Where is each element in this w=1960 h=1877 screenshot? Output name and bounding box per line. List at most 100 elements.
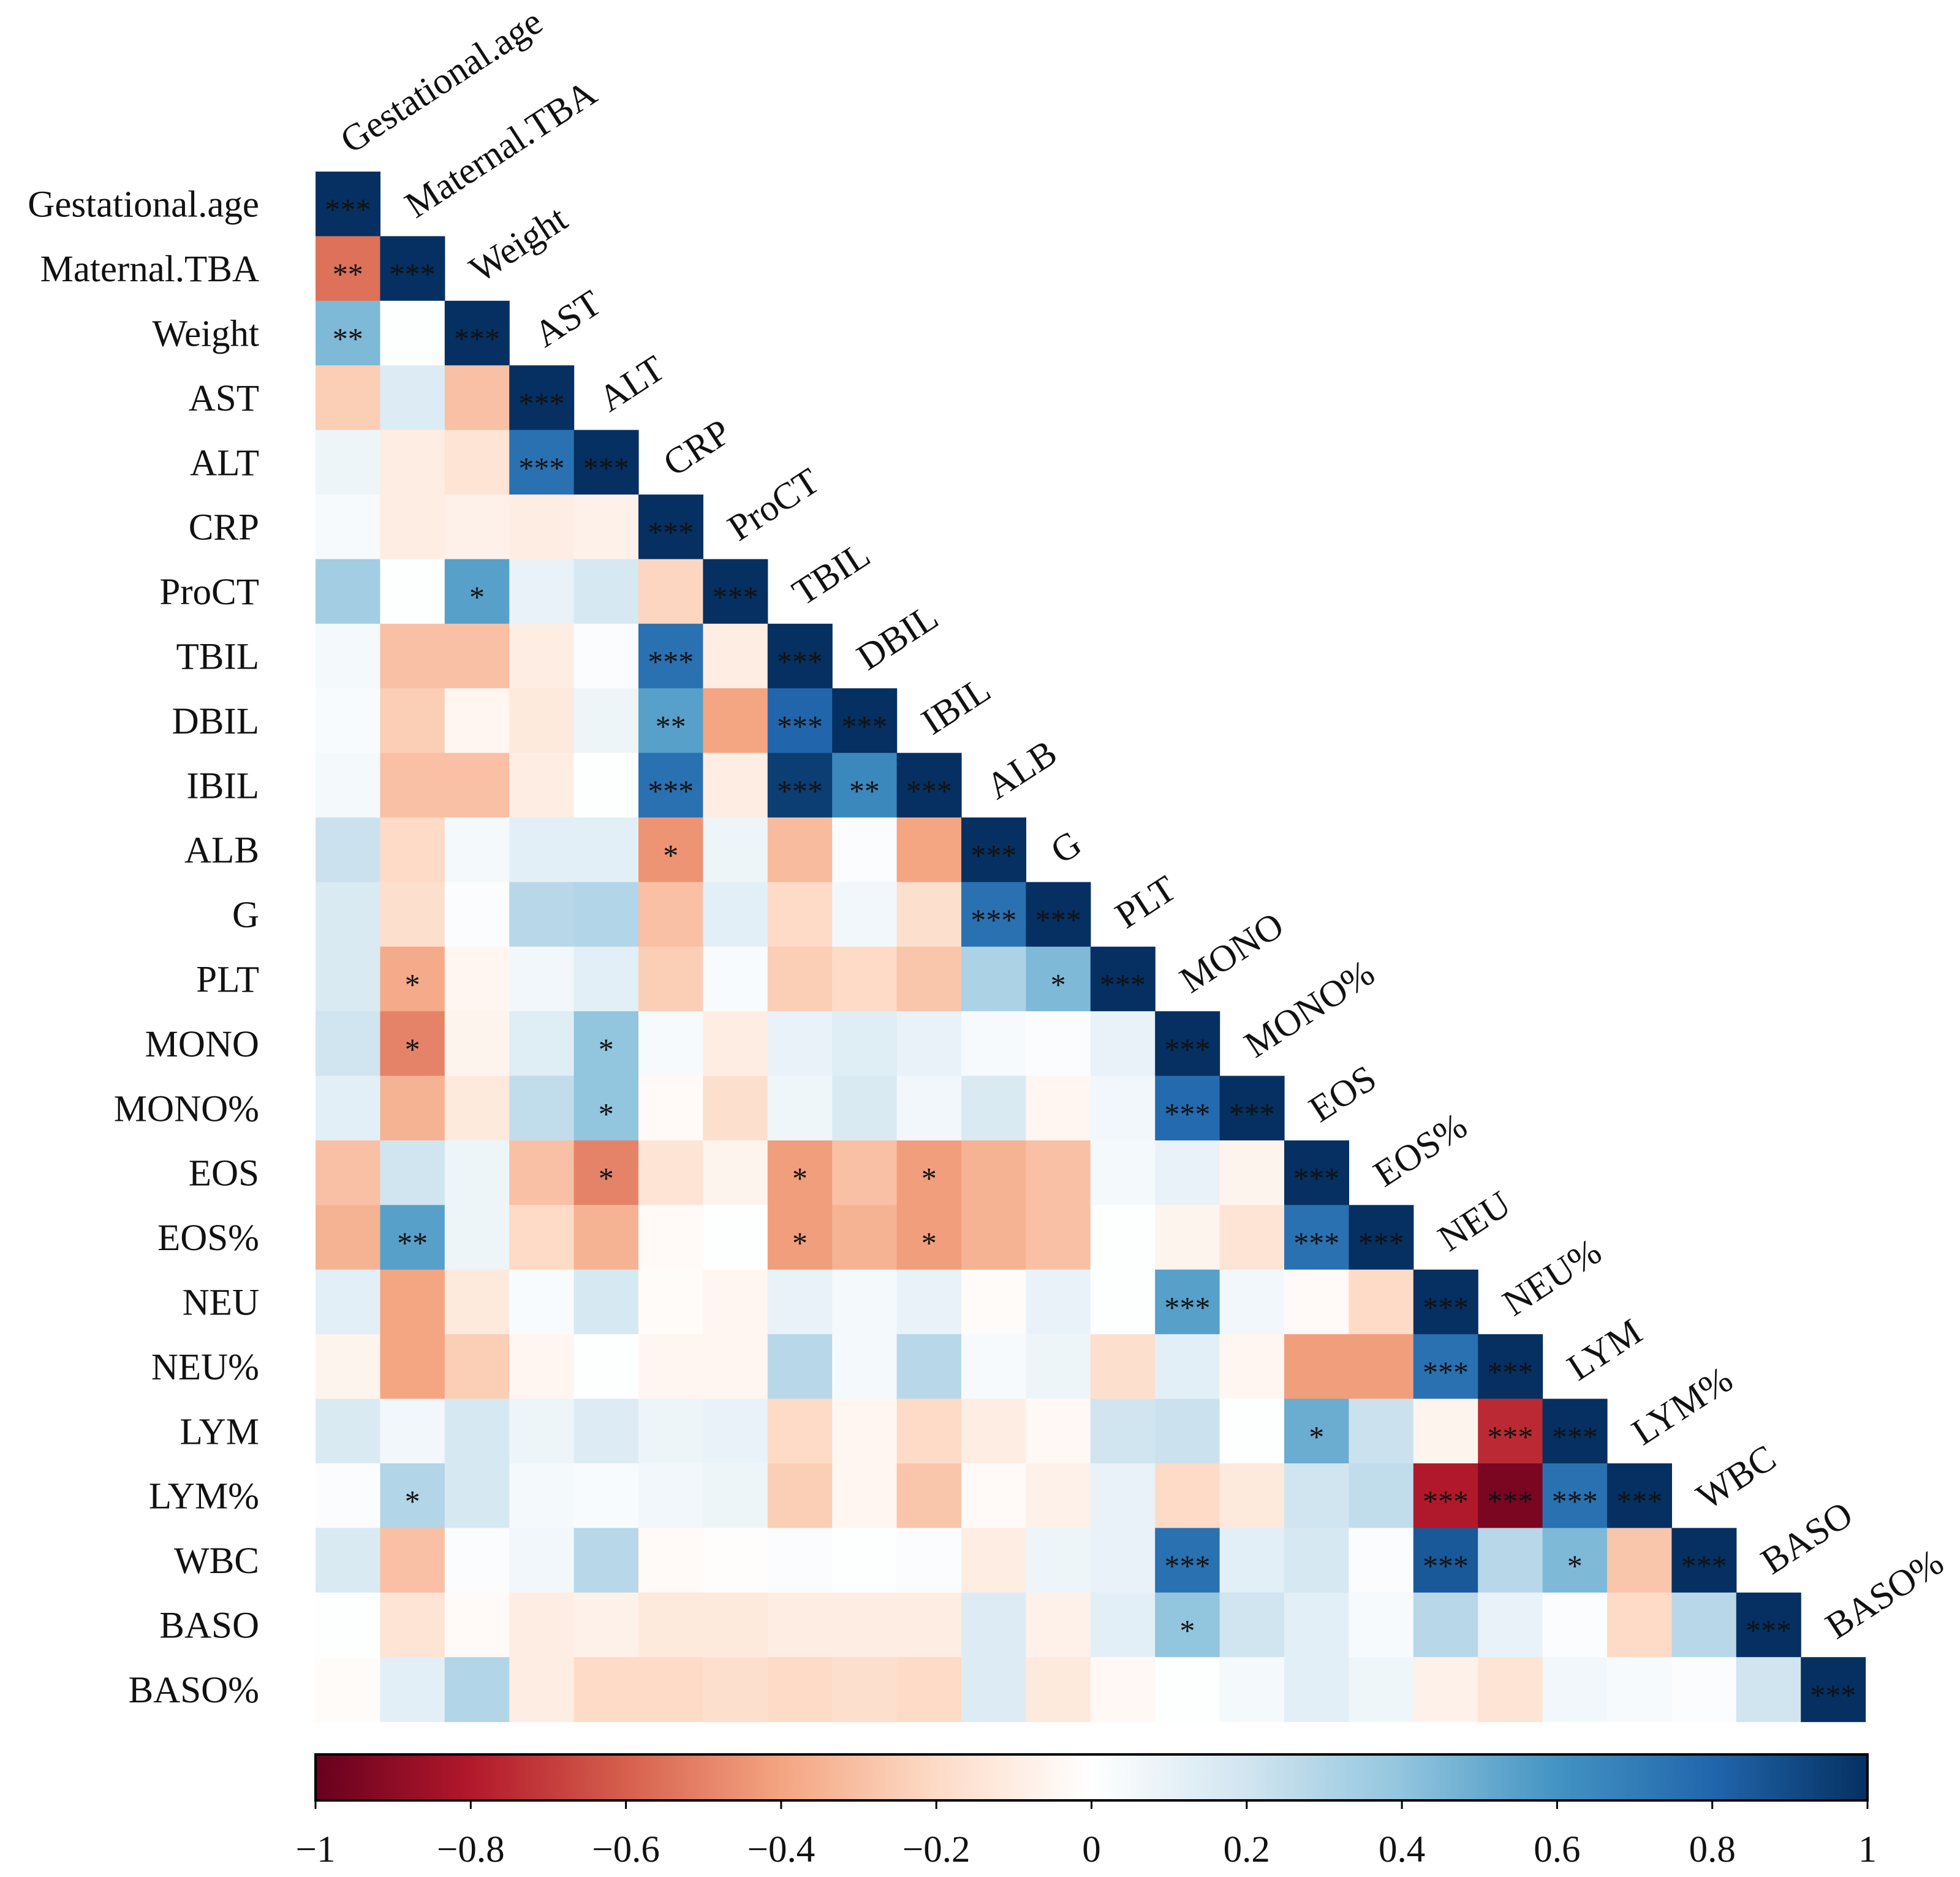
column-label-dbil: DBIL [850, 596, 945, 678]
cell-proct-gestational-age [316, 559, 380, 624]
cell-lym-pct-mono-pct [1219, 1463, 1285, 1528]
row-label-plt: PLT [196, 960, 259, 1001]
cell-eos-pct-crp [638, 1205, 703, 1270]
cell-lym-pct-g [1026, 1463, 1091, 1528]
cell-plt-ast [509, 946, 575, 1012]
cell-eos-pct-mono [1155, 1205, 1220, 1270]
cell-alb-alb [961, 817, 1026, 882]
cell-alb-ast [509, 817, 575, 882]
cell-mono-g [1026, 1011, 1091, 1077]
cell-neu-pct-mono [1155, 1334, 1220, 1400]
cell-alb-ibil [896, 817, 962, 882]
cell-maternal-tba-gestational-age [316, 236, 380, 301]
cell-weight-maternal-tba [380, 300, 445, 366]
column-label-wbc: WBC [1690, 1437, 1784, 1518]
cell-plt-alt [573, 946, 639, 1012]
cell-mono-crp [638, 1011, 703, 1077]
cell-wbc-eos [1284, 1528, 1349, 1593]
cell-mono-ibil [896, 1011, 962, 1077]
cell-crp-maternal-tba [380, 495, 445, 559]
cell-tbil-alt [573, 623, 639, 689]
cell-eos-mono-pct [1219, 1140, 1285, 1205]
cell-ast-weight [444, 365, 510, 431]
significance-plt-plt: *** [1100, 968, 1146, 1002]
cell-mono-pct-mono-pct [1219, 1075, 1285, 1141]
cell-ibil-ast [509, 753, 575, 818]
significance-wbc-wbc: *** [1681, 1549, 1727, 1583]
cell-neu-pct-crp [638, 1334, 703, 1400]
row-label-neu: NEU [183, 1283, 259, 1324]
significance-alt-ast: *** [518, 450, 564, 485]
significance-mono-mono: *** [1164, 1032, 1210, 1066]
significance-gestational-age-gestational-age: *** [325, 192, 371, 227]
cell-ibil-crp [638, 753, 703, 818]
column-label-alt: ALT [592, 348, 672, 420]
significance-neu-mono: *** [1164, 1291, 1210, 1325]
cell-alb-maternal-tba [380, 817, 445, 882]
cell-mono-pct-gestational-age [316, 1075, 380, 1141]
cell-dbil-tbil [767, 688, 833, 754]
cell-plt-dbil [832, 946, 898, 1012]
cell-baso-pct-neu [1413, 1657, 1478, 1723]
cell-neu-pct-dbil [832, 1334, 898, 1400]
significance-mono-pct-alt: * [599, 1096, 614, 1131]
cell-mono-pct-maternal-tba [380, 1075, 445, 1141]
cell-dbil-maternal-tba [380, 688, 445, 754]
cell-mono-dbil [832, 1011, 898, 1077]
cell-wbc-eos-pct [1349, 1528, 1414, 1593]
significance-lym-pct-neu-pct: *** [1487, 1484, 1533, 1519]
cell-neu-pct-neu-pct [1478, 1334, 1543, 1400]
significance-wbc-lym: * [1567, 1549, 1583, 1583]
cell-lym-eos [1284, 1398, 1349, 1464]
colorbar-tick-label: 0.2 [1224, 1829, 1270, 1870]
cell-lym-pct-lym [1542, 1463, 1608, 1528]
cell-g-proct [703, 882, 768, 947]
significance-crp-crp: *** [648, 515, 694, 550]
cell-lym-pct-ibil [896, 1463, 962, 1528]
significance-ibil-tbil: *** [777, 773, 823, 808]
cell-baso-pct-dbil [832, 1657, 898, 1723]
cell-baso-gestational-age [316, 1592, 380, 1658]
significance-neu-pct-neu: *** [1423, 1355, 1469, 1389]
cell-eos-plt [1090, 1140, 1156, 1205]
significance-weight-weight: *** [454, 322, 500, 356]
cell-wbc-dbil [832, 1528, 898, 1593]
cell-ibil-maternal-tba [380, 753, 445, 818]
cell-g-maternal-tba [380, 882, 445, 947]
cell-eos-g [1026, 1140, 1091, 1205]
column-label-weight: Weight [463, 198, 575, 290]
cell-lym-mono [1155, 1398, 1220, 1464]
column-label-mono-pct: MONO% [1238, 952, 1382, 1066]
cell-alb-proct [703, 817, 768, 882]
cell-eos-pct-dbil [832, 1205, 898, 1270]
cell-ibil-weight [444, 753, 510, 818]
cell-baso-maternal-tba [380, 1592, 445, 1658]
cell-plt-proct [703, 946, 768, 1012]
cell-weight-weight [444, 300, 510, 366]
column-label-crp: CRP [656, 412, 738, 485]
cell-baso-eos-pct [1349, 1592, 1414, 1658]
significance-eos-pct-eos: *** [1293, 1226, 1339, 1260]
cell-alt-gestational-age [316, 430, 380, 495]
cell-baso-proct [703, 1592, 768, 1658]
colorbar-tick-label: −1 [296, 1829, 336, 1870]
cell-baso-mono [1155, 1592, 1220, 1658]
cell-lym-crp [638, 1398, 703, 1464]
cell-baso-pct-alb [961, 1657, 1026, 1723]
cell-wbc-mono [1155, 1528, 1220, 1593]
cell-baso-pct-proct [703, 1657, 768, 1723]
cell-gestational-age-gestational-age [316, 172, 380, 237]
cell-dbil-proct [703, 688, 768, 754]
cell-eos-weight [444, 1140, 510, 1205]
column-label-lym-pct: LYM% [1625, 1359, 1740, 1453]
cell-mono-pct-mono [1155, 1075, 1220, 1141]
cell-neu-pct-alb [961, 1334, 1026, 1400]
significance-plt-g: * [1051, 968, 1066, 1002]
significance-eos-pct-maternal-tba: ** [397, 1226, 428, 1260]
cell-eos-ast [509, 1140, 575, 1205]
cell-baso-pct-mono [1155, 1657, 1220, 1723]
cell-neu-pct-weight [444, 1334, 510, 1400]
cell-proct-weight [444, 559, 510, 624]
cell-lym-mono-pct [1219, 1398, 1285, 1464]
cell-baso-pct-baso [1736, 1657, 1801, 1723]
